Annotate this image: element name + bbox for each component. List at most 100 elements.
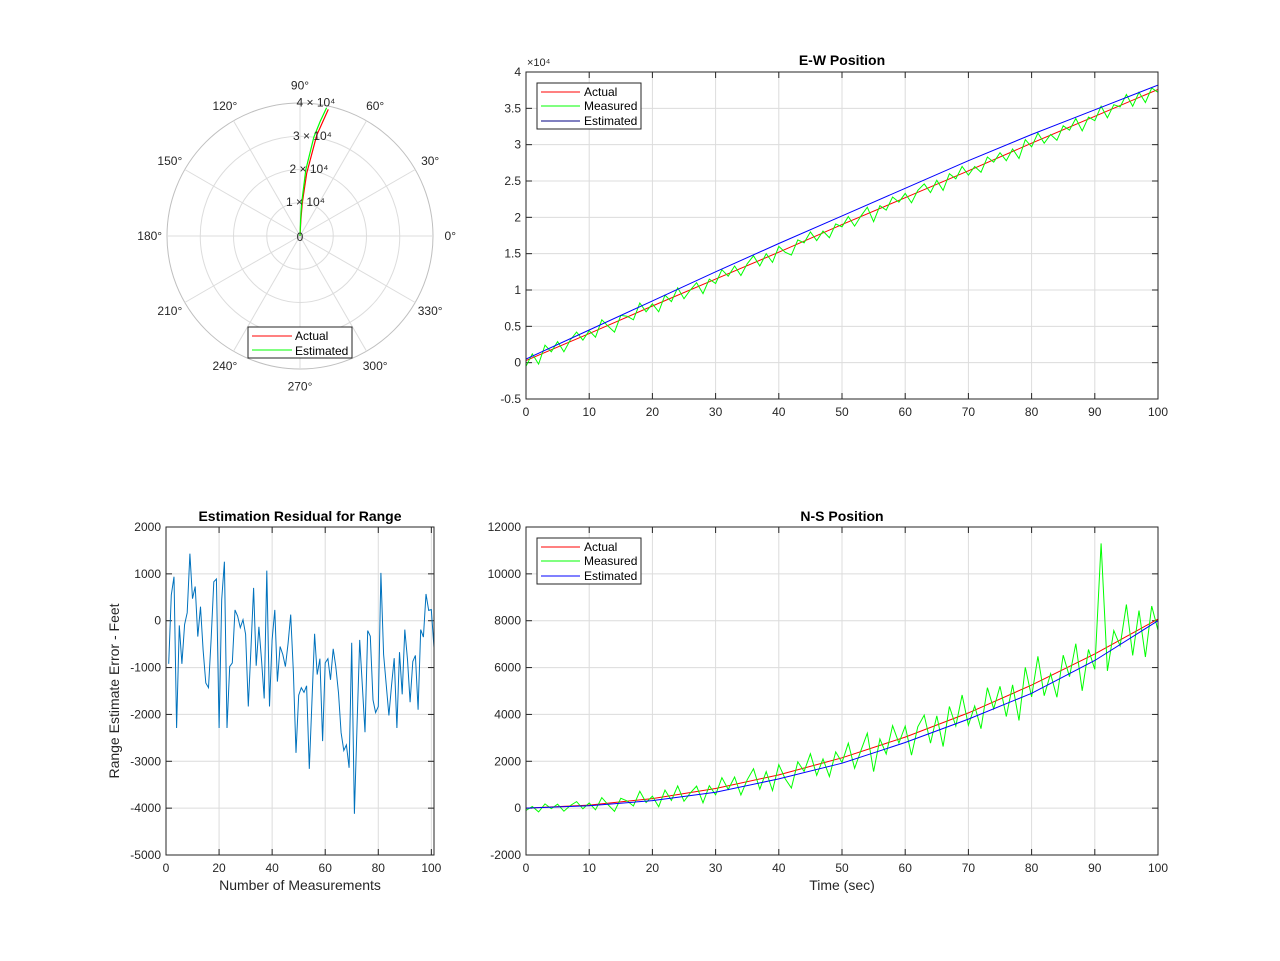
y-tick-label: 3.5 [504, 101, 521, 115]
x-tick-label: 0 [523, 861, 530, 875]
theta-tick-label: 30° [421, 154, 439, 168]
x-tick-label: 100 [1148, 405, 1168, 419]
y-tick-label: -2000 [490, 848, 521, 862]
legend-label-actual: Actual [584, 540, 617, 554]
x-tick-label: 40 [772, 405, 786, 419]
y-tick-label: -5000 [130, 848, 161, 862]
x-tick-label: 70 [962, 405, 976, 419]
theta-tick-label: 300° [363, 359, 388, 373]
y-tick-label: 0 [514, 801, 521, 815]
series-line-measured [526, 87, 1158, 367]
y-tick-label: 2000 [134, 520, 161, 534]
legend-label-actual: Actual [295, 329, 328, 343]
series-line-estimated [526, 620, 1158, 809]
x-tick-label: 0 [163, 861, 170, 875]
theta-tick-label: 240° [212, 359, 237, 373]
legend-label-estimated: Estimated [584, 114, 637, 128]
legend-label-measured: Measured [584, 554, 637, 568]
ns-title: N-S Position [800, 508, 883, 524]
x-tick-label: 30 [709, 405, 723, 419]
theta-tick-label: 90° [291, 79, 309, 93]
x-tick-label: 80 [372, 861, 386, 875]
x-tick-label: 50 [835, 405, 849, 419]
r-tick-label: 4 × 10⁴ [296, 96, 335, 110]
series-group [526, 543, 1158, 813]
residual-ylabel: Range Estimate Error - Feet [106, 603, 122, 778]
y-tick-label: 2 [514, 210, 521, 224]
y-tick-label: 10000 [488, 567, 522, 581]
axes-box [525, 71, 1159, 400]
y-tick-label: -0.5 [500, 392, 521, 406]
x-tick-label: 60 [899, 861, 913, 875]
polar-legend: Actual Estimated [247, 326, 353, 359]
y-tick-label: 12000 [488, 520, 522, 534]
legend-label-estimated: Estimated [584, 569, 637, 583]
ns-legend: Actual Measured Estimated [536, 537, 642, 585]
series-group [168, 553, 434, 814]
x-tick-label: 40 [265, 861, 279, 875]
residual-title: Estimation Residual for Range [198, 508, 401, 524]
r-tick-label: 2 × 10⁴ [290, 162, 329, 176]
ew-y-exponent: ×10⁴ [527, 57, 551, 69]
x-tick-label: 60 [319, 861, 333, 875]
y-tick-label: -2000 [130, 707, 161, 721]
theta-tick-label: 330° [418, 304, 443, 318]
y-tick-label: -1000 [130, 661, 161, 675]
x-tick-label: 10 [583, 861, 597, 875]
x-tick-label: 80 [1025, 861, 1039, 875]
x-tick-label: 90 [1088, 861, 1102, 875]
x-tick-label: 20 [212, 861, 226, 875]
theta-grid-spoke [184, 169, 301, 237]
x-tick-label: 10 [583, 405, 597, 419]
ns-position-plot: 0 10 20 30 40 50 60 70 80 90 100-20000200040006000… [488, 508, 1169, 893]
x-tick-label: 100 [1148, 861, 1168, 875]
theta-grid-spoke [299, 169, 416, 237]
y-tick-label: 2.5 [504, 174, 521, 188]
theta-tick-label: 120° [212, 99, 237, 113]
series-line-residual [168, 553, 434, 814]
theta-grid-spoke [233, 235, 301, 352]
theta-grid-spoke [299, 235, 367, 352]
x-tick-label: 60 [899, 405, 913, 419]
theta-tick-label: 150° [157, 154, 182, 168]
theta-tick-label: 270° [288, 379, 313, 393]
r-tick-label: 1 × 10⁴ [286, 195, 325, 209]
x-tick-label: 70 [962, 861, 976, 875]
x-tick-label: 90 [1088, 405, 1102, 419]
y-tick-label: 4 [514, 65, 521, 79]
theta-grid-spoke [233, 120, 301, 237]
theta-tick-label: 180° [137, 229, 162, 243]
y-tick-label: 4000 [494, 707, 521, 721]
series-group [526, 84, 1158, 367]
legend-label-estimated: Estimated [295, 344, 348, 358]
r-tick-label: 3 × 10⁴ [293, 129, 332, 143]
x-tick-label: 0 [523, 405, 530, 419]
ns-xlabel: Time (sec) [809, 877, 875, 893]
residual-plot: 0 20 40 60 80 100 -5000 -4000 -3000 -2000 -1000 0 10… [106, 508, 442, 893]
legend-label-actual: Actual [584, 85, 617, 99]
axes-box [165, 526, 435, 856]
y-tick-label: 0 [154, 614, 161, 628]
y-tick-label: 1.5 [504, 247, 521, 261]
x-tick-label: 30 [709, 861, 723, 875]
y-tick-label: 3 [514, 138, 521, 152]
y-tick-label: 1000 [134, 567, 161, 581]
theta-grid-spoke [184, 235, 301, 303]
r-tick-label: 0 [297, 230, 304, 244]
y-tick-label: 0.5 [504, 319, 521, 333]
y-tick-label: 2000 [494, 754, 521, 768]
ew-title: E-W Position [799, 52, 885, 68]
y-tick-label: -3000 [130, 754, 161, 768]
axes-box [525, 526, 1159, 856]
theta-grid-spoke [299, 120, 367, 237]
series-line-measured [526, 543, 1158, 813]
residual-xlabel: Number of Measurements [219, 877, 381, 893]
x-tick-label: 100 [421, 861, 441, 875]
ew-legend: Actual Measured Estimated [536, 82, 642, 130]
series-line-estimated [526, 84, 1158, 360]
y-tick-label: 6000 [494, 661, 521, 675]
series-line-actual [526, 618, 1158, 809]
y-tick-label: 1 [514, 283, 521, 297]
series-line-actual [526, 88, 1158, 361]
